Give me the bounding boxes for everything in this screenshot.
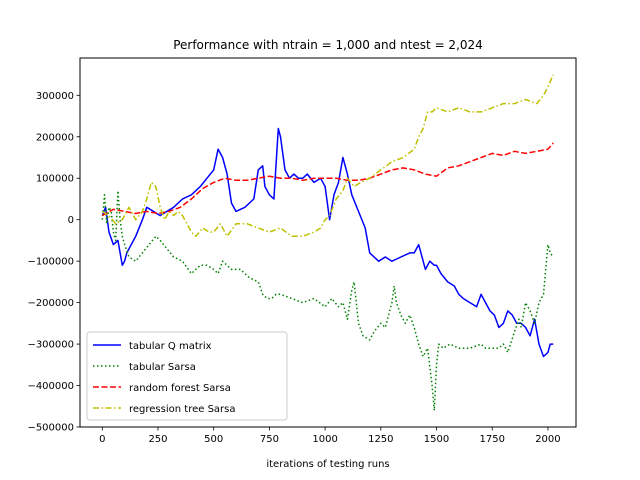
x-tick-label: 1750 xyxy=(479,434,504,445)
y-tick-label: −500000 xyxy=(27,423,74,434)
x-tick-label: 250 xyxy=(148,434,167,445)
y-tick-label: −100000 xyxy=(27,257,74,268)
plot-frame xyxy=(79,57,577,428)
y-tick-label: 300000 xyxy=(36,91,74,102)
x-tick-label: 750 xyxy=(260,434,279,445)
y-axis: −500000 −400000 −300000 −200000 −100000 0 1000… xyxy=(27,91,80,434)
series-line-0 xyxy=(101,127,554,358)
y-tick-label: −300000 xyxy=(27,340,74,351)
x-tick-label: 500 xyxy=(204,434,223,445)
legend-label-0: tabular Q matrix xyxy=(129,341,212,352)
legend: tabular Q matrix tabular Sarsa random fore… xyxy=(86,331,288,421)
x-tick-label: 1500 xyxy=(424,434,449,445)
x-axis: 0 250 500 750 1000 1250 1500 1750 2000 xyxy=(99,427,561,445)
legend-box xyxy=(86,331,288,421)
series-line-3 xyxy=(101,74,554,238)
legend-label-1: tabular Sarsa xyxy=(129,362,196,373)
series-layer xyxy=(101,74,554,412)
y-tick-label: 0 xyxy=(68,215,74,226)
y-tick-label: 200000 xyxy=(36,132,74,143)
y-tick-label: 100000 xyxy=(36,174,74,185)
x-axis-label: iterations of testing runs xyxy=(266,459,389,470)
legend-label-2: random forest Sarsa xyxy=(129,383,231,394)
x-tick-label: 0 xyxy=(99,434,105,445)
y-tick-label: −400000 xyxy=(27,381,74,392)
x-tick-label: 2000 xyxy=(535,434,560,445)
legend-label-3: regression tree Sarsa xyxy=(129,404,236,415)
series-line-1 xyxy=(101,189,554,412)
x-tick-label: 1000 xyxy=(312,434,337,445)
chart-title: Performance with ntrain = 1,000 and ntes… xyxy=(173,38,483,52)
series-line-2 xyxy=(101,142,554,217)
x-tick-label: 1250 xyxy=(368,434,393,445)
y-tick-label: −200000 xyxy=(27,298,74,309)
